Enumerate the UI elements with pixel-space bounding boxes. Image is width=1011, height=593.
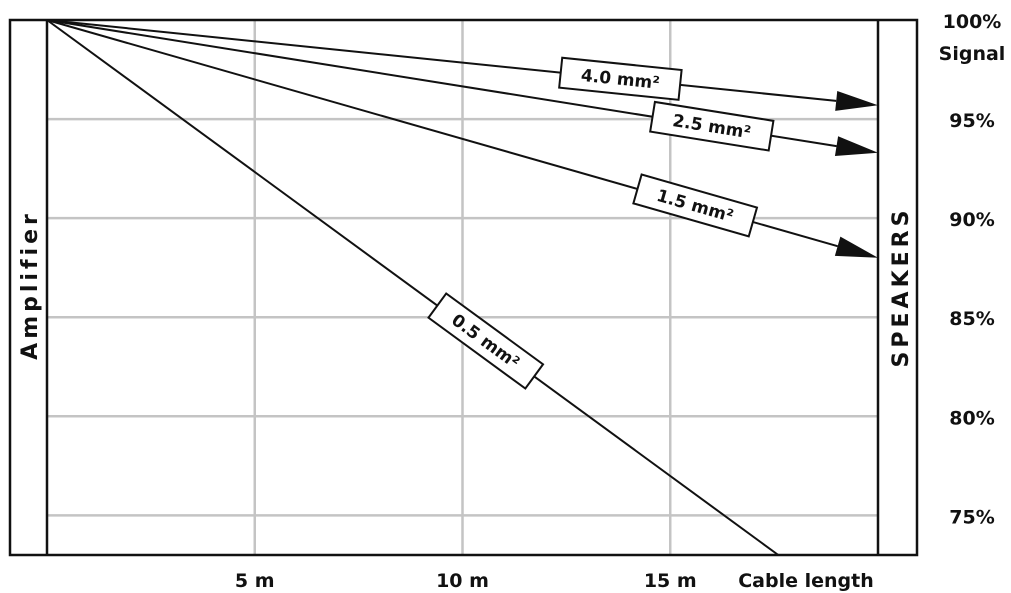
series-label-box <box>427 292 545 390</box>
series-label: 4.0 mm² <box>558 56 683 101</box>
amplifier-label: Amplifier <box>18 210 43 360</box>
x-tick-labels: 5 m 10 m 15 m <box>235 570 697 592</box>
grid-lines <box>47 20 878 555</box>
y-tick-label: 90% <box>949 209 994 231</box>
x-tick-label: 5 m <box>235 570 275 592</box>
series-group: 1.5 mm² <box>46 19 878 258</box>
y-tick-label: 85% <box>949 308 994 330</box>
series-label: 1.5 mm² <box>632 173 759 238</box>
series-group: 0.5 mm² <box>46 19 779 556</box>
y-axis-label: Signal <box>939 43 1006 65</box>
y-tick-label: 100% <box>943 11 1002 33</box>
chart-frame <box>8 18 919 557</box>
series-label-box <box>558 56 683 101</box>
series-label: 0.5 mm² <box>427 292 545 390</box>
plot-border <box>8 18 919 557</box>
series-group: 4.0 mm² <box>46 19 878 111</box>
y-tick-label: 80% <box>949 407 994 429</box>
speakers-label: SPEAKERS <box>889 207 914 368</box>
series-arrowhead <box>835 90 878 111</box>
series-label: 2.5 mm² <box>649 100 775 152</box>
y-tick-label: 75% <box>949 506 994 528</box>
x-tick-label: 15 m <box>644 570 697 592</box>
series-label-box <box>632 173 759 238</box>
series-line <box>46 19 837 102</box>
series-line <box>46 19 779 556</box>
series-label-box <box>649 100 775 152</box>
y-tick-labels: 100% 95% 90% 85% 80% 75% <box>943 11 1002 528</box>
series-arrowhead <box>834 236 878 258</box>
series-group: 2.5 mm² <box>46 19 878 157</box>
series-arrowhead <box>834 136 878 157</box>
y-tick-label: 95% <box>949 110 994 132</box>
x-axis-label: Cable length <box>738 570 874 592</box>
x-tick-label: 10 m <box>436 570 489 592</box>
